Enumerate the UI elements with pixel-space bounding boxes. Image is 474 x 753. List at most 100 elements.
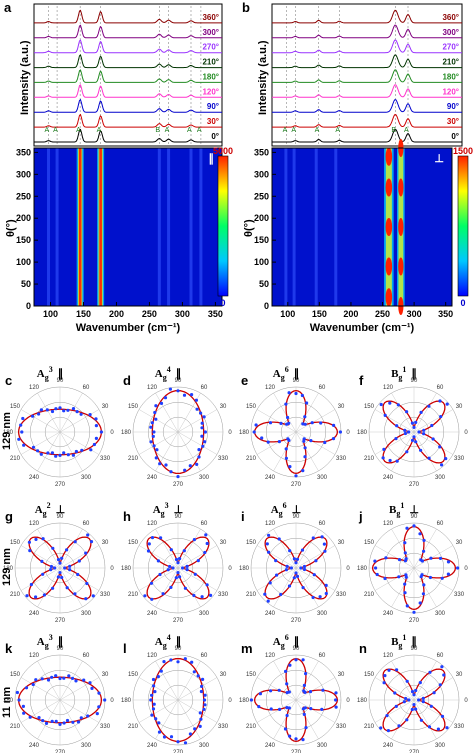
mode-label: A (97, 127, 102, 134)
polar-angle-tick: 180 (3, 698, 14, 704)
polar-data-point (156, 675, 160, 679)
polar-data-point (205, 541, 209, 546)
y-tick-label: 200 (16, 213, 31, 223)
polar-angle-tick: 240 (265, 475, 276, 481)
polar-angle-tick: 270 (55, 750, 66, 753)
polar-angle-tick: 150 (128, 540, 139, 546)
panel-letter-n: n (359, 641, 367, 656)
polar-data-point (422, 428, 426, 432)
polar-angle-tick: 300 (317, 743, 328, 749)
polar-data-point (203, 703, 207, 707)
polar-data-point (51, 586, 55, 590)
polar-data-point (183, 468, 187, 472)
polar-angle-tick: 180 (121, 566, 132, 572)
polar-data-point (395, 459, 399, 463)
mode-label: A (45, 127, 50, 134)
x-tick-label: 200 (109, 309, 124, 319)
polar-data-point (193, 572, 197, 576)
polar-data-point (58, 406, 62, 410)
heatmap-background (272, 148, 452, 306)
polar-spoke (256, 567, 297, 591)
polar-spoke (391, 528, 415, 569)
polar-title: Ag4 ∥ (155, 365, 181, 382)
series-label: 300° (202, 28, 219, 37)
polar-data-point (302, 437, 306, 441)
polar-data-point (269, 707, 273, 711)
spectra-panel-b: Intensity (a.u.) 360° 300° 270° 210° 180° 120°… (257, 3, 463, 147)
polar-data-point (46, 451, 50, 455)
row-label: 11 nm (1, 687, 13, 718)
band-core (78, 148, 82, 306)
polar-angle-tick: 240 (147, 611, 158, 617)
polar-data-point (91, 594, 95, 598)
x-tick-label: 200 (343, 309, 358, 319)
band-hotspot (385, 288, 393, 307)
polar-data-point (303, 706, 307, 710)
polar-data-point (403, 551, 407, 555)
spectra-frame (271, 3, 463, 147)
polar-data-point (303, 455, 307, 459)
polar-data-point (152, 444, 156, 448)
polar-spoke (391, 699, 415, 740)
polar-data-point (403, 541, 407, 545)
x-tick-label: 150 (76, 309, 91, 319)
polar-data-point (176, 660, 180, 664)
polar-data-point (153, 690, 157, 694)
polar-angle-tick: 330 (336, 592, 347, 598)
polar-data-point (74, 449, 78, 454)
polar-data-point (419, 558, 423, 562)
polar-angle-tick: 180 (357, 566, 368, 572)
polar-angle-tick: 120 (383, 385, 394, 391)
polar-data-point (422, 538, 426, 543)
polar-data-point (284, 456, 288, 460)
heatmap-faint-band (284, 148, 288, 306)
polar-data-point (405, 410, 409, 414)
polar-data-point (393, 691, 397, 695)
polar-data-point (388, 458, 392, 463)
polar-data-point (260, 436, 264, 440)
polar-title: Ag6 ∥ (273, 365, 299, 382)
polar-data-point (405, 718, 409, 722)
polar-data-point (436, 727, 440, 731)
polar-angle-tick: 0 (346, 698, 350, 704)
polar-data-point (305, 401, 309, 405)
polar-data-point (70, 676, 75, 681)
polar-data-point (162, 735, 167, 739)
polar-spoke (177, 699, 218, 723)
polar-data-point (412, 524, 416, 528)
polar-angle-tick: 90 (175, 378, 182, 384)
x-axis-label: Wavenumber (cm⁻¹) (76, 322, 181, 334)
polar-angle-tick: 90 (411, 378, 418, 384)
polar-data-point (373, 559, 377, 563)
polar-data-point (149, 581, 154, 585)
spectrum-line (272, 24, 462, 39)
polar-data-point (174, 557, 179, 562)
y-tick-label: 0 (26, 301, 31, 311)
x-tick-label: 100 (43, 309, 58, 319)
polar-data-point (169, 548, 173, 552)
polar-angle-tick: 210 (10, 724, 21, 730)
polar-angle-tick: 90 (411, 646, 418, 652)
polar-data-point (288, 663, 292, 667)
polar-angle-tick: 60 (201, 653, 208, 659)
polar-data-point (21, 704, 25, 709)
polar-data-point (198, 711, 202, 715)
polar-angle-tick: 30 (338, 540, 345, 546)
polar-data-point (183, 741, 188, 745)
polar-data-point (204, 533, 208, 537)
polar-spoke (37, 528, 61, 569)
polar-spoke (295, 409, 336, 433)
polar-data-point (405, 450, 409, 454)
panel-letter-e: e (241, 373, 248, 388)
polar-data-point (65, 586, 69, 590)
polar-angle-tick: 90 (57, 646, 64, 652)
polar-data-point (63, 566, 67, 570)
polar-data-point (30, 414, 35, 418)
polar-data-point (301, 658, 305, 662)
polar-angle-tick: 270 (173, 750, 184, 753)
heatmap-faint-band (189, 148, 193, 306)
polar-angle-tick: 120 (265, 521, 276, 527)
spectrum-line (34, 128, 222, 143)
polar-data-point (37, 716, 41, 720)
